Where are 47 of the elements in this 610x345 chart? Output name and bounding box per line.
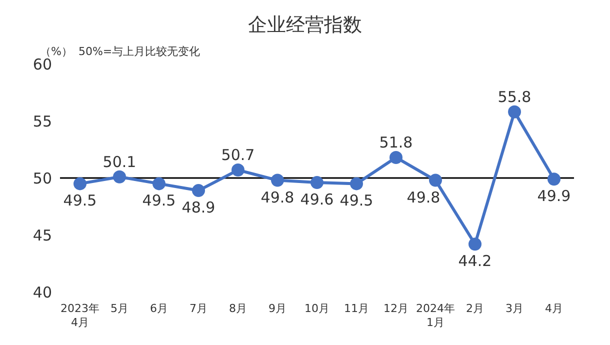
y-axis-title: （%） <box>40 45 72 58</box>
data-label: 49.5 <box>142 192 176 210</box>
x-tick-label: 12月 <box>384 302 408 315</box>
x-tick-label: 11月 <box>344 302 369 315</box>
x-tick-label: 2023年 4月 <box>60 302 100 329</box>
text: 50%=与上月比较无变化 <box>78 45 200 58</box>
point <box>192 184 205 198</box>
point <box>152 177 166 190</box>
y-tick-label: 40 <box>32 283 52 302</box>
point <box>508 105 521 118</box>
point <box>310 176 324 190</box>
point <box>232 164 244 177</box>
data-label: 44.2 <box>458 252 492 270</box>
x-tick-label: 3月 <box>506 302 524 315</box>
x-tick-label: 2024年 1月 <box>416 302 455 329</box>
point <box>429 174 442 187</box>
y-tick-label: 60 <box>32 55 52 74</box>
chart-title: 企业经营指数 <box>247 13 363 38</box>
data-label: 55.8 <box>498 88 532 106</box>
point <box>113 170 126 184</box>
data-label: 49.6 <box>300 190 334 209</box>
x-tick-label: 2月 <box>466 302 484 315</box>
x-tick-label: 6月 <box>150 302 168 315</box>
y-tick-label: 50 <box>32 169 52 188</box>
data-label: 50.1 <box>102 152 136 171</box>
x-tick-label: 5月 <box>110 302 128 315</box>
data-label: 49.5 <box>63 192 97 210</box>
point <box>350 177 363 190</box>
data-label: 49.8 <box>260 188 294 206</box>
x-tick-label: 8月 <box>229 302 247 315</box>
data-label: 49.5 <box>340 192 374 210</box>
data-label: 50.7 <box>221 146 255 164</box>
y-tick-label: 45 <box>32 226 52 244</box>
point <box>548 172 560 186</box>
point <box>271 174 284 187</box>
x-tick-label: 9月 <box>268 302 286 315</box>
x-tick-label: 10月 <box>304 302 330 315</box>
x-tick-label: 4月 <box>545 302 563 315</box>
data-label: 49.8 <box>406 188 440 206</box>
data-label: 49.9 <box>537 187 571 206</box>
point <box>74 177 86 190</box>
x-tick-label: 7月 <box>190 302 208 315</box>
data-label: 51.8 <box>379 133 413 152</box>
point <box>468 238 482 251</box>
y-tick-label: 55 <box>32 112 52 130</box>
data-label: 48.9 <box>182 198 216 217</box>
point <box>390 150 402 164</box>
